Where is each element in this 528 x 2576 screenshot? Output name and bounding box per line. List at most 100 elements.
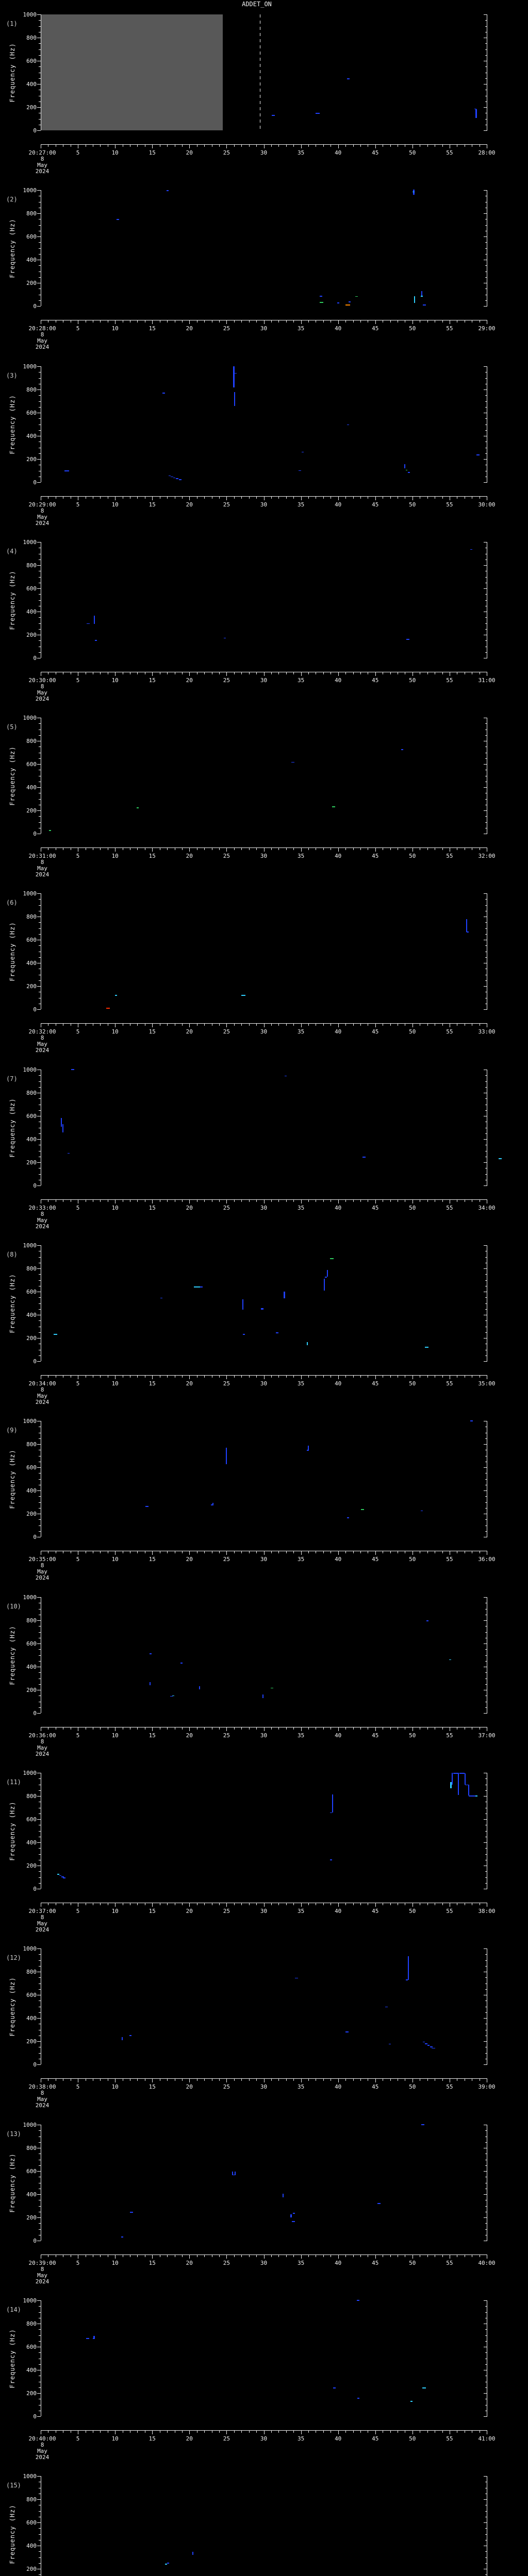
panel-index-label: (8) [6, 1251, 18, 1258]
y-tick [39, 1660, 41, 1662]
spectrogram-panel: 0 200 400 600 800 1000 5 10 15 20 25 30 35 40 45 50 55 20… [0, 176, 528, 352]
y-tick-right [485, 758, 487, 759]
x-tick [137, 2079, 138, 2081]
x-tick [204, 320, 205, 323]
x-tick [338, 2431, 339, 2434]
detection-event [457, 1773, 459, 1795]
detection-event [166, 190, 169, 191]
detection-event [425, 1346, 429, 1348]
y-tick-label: 400 [26, 784, 37, 791]
y-tick-right [484, 14, 487, 15]
detection-event [235, 2172, 236, 2175]
x-tick [353, 2255, 354, 2257]
y-tick [37, 893, 41, 894]
y-tick-right [485, 1877, 487, 1878]
x-tick [353, 1200, 354, 1202]
y-tick-label: 0 [33, 479, 37, 486]
detection-event [432, 2047, 436, 2049]
x-tick [375, 1376, 376, 1379]
x-tick [234, 1024, 235, 1026]
y-tick-label: 800 [26, 2145, 37, 2151]
y-tick [39, 1871, 41, 1872]
x-tick [241, 1903, 242, 1905]
x-axis-date-line: 2024 [35, 1574, 50, 1581]
detection-event [405, 1979, 408, 1980]
x-tick [271, 1903, 272, 1905]
x-tick [427, 1200, 428, 1202]
x-tick [152, 2431, 153, 2434]
x-tick [219, 1376, 220, 1378]
x-tick [137, 672, 138, 674]
y-tick-label: 400 [26, 1839, 37, 1846]
x-tick-label: 55 [446, 501, 453, 508]
y-axis-label: Frequency (Hz) [9, 42, 16, 103]
x-tick [241, 145, 242, 147]
y-tick [39, 577, 41, 578]
x-end-time-label: 40:00 [478, 2260, 496, 2266]
x-tick [167, 2255, 168, 2257]
x-tick-label: 25 [223, 1732, 230, 1739]
detection-event [64, 470, 69, 472]
x-tick [286, 1376, 287, 1378]
y-tick-label: 1000 [23, 715, 37, 721]
y-tick-label: 600 [26, 1640, 37, 1647]
y-tick-label: 800 [26, 1793, 37, 1800]
x-tick [353, 1903, 354, 1905]
x-tick [182, 1551, 183, 1553]
x-tick [375, 145, 376, 148]
y-tick-right [485, 1133, 487, 1134]
x-tick-label: 10 [111, 149, 119, 156]
y-tick-label: 400 [26, 81, 37, 88]
y-tick-right [485, 395, 487, 396]
detection-event [115, 994, 118, 996]
x-tick [219, 497, 220, 499]
x-tick [293, 320, 294, 323]
x-tick [137, 1727, 138, 1730]
x-tick [219, 672, 220, 674]
x-tick [234, 2255, 235, 2257]
y-tick [37, 1139, 41, 1140]
detection-event [329, 1859, 333, 1860]
x-tick-label: 35 [297, 1028, 305, 1035]
y-tick-right [485, 2130, 487, 2131]
y-tick-label: 400 [26, 1664, 37, 1670]
x-tick [241, 1200, 242, 1202]
y-tick [39, 934, 41, 935]
detection-event [282, 2194, 284, 2198]
x-tick [427, 1376, 428, 1378]
x-tick [323, 1903, 324, 1905]
x-tick [189, 2431, 190, 2434]
x-tick-label: 10 [111, 1028, 119, 1035]
y-tick-label: 400 [26, 1487, 37, 1494]
y-tick-label: 400 [26, 1312, 37, 1318]
x-tick [137, 497, 138, 499]
x-tick [263, 1903, 265, 1907]
y-tick-right [484, 366, 487, 367]
y-tick-label: 200 [26, 1511, 37, 1517]
x-tick [204, 1376, 205, 1378]
y-tick [37, 213, 41, 214]
x-axis-date-line: May [37, 162, 47, 168]
y-tick-label: 200 [26, 632, 37, 638]
x-tick-label: 55 [446, 853, 453, 859]
detection-event [357, 2398, 360, 2399]
x-tick [338, 497, 339, 500]
x-axis-date-line: 8 [40, 1211, 44, 1217]
y-tick-right [485, 922, 487, 923]
x-tick [189, 1024, 190, 1027]
x-end-time-label: 31:00 [478, 677, 496, 684]
y-tick-right [484, 542, 487, 543]
x-tick [345, 672, 346, 674]
x-tick [390, 2431, 391, 2433]
x-tick [375, 1024, 376, 1027]
y-tick [37, 1245, 41, 1246]
x-tick-label: 45 [372, 2435, 379, 2442]
x-tick-label: 50 [409, 1205, 416, 1211]
x-tick [219, 848, 220, 850]
x-axis-date-line: 2024 [35, 1399, 50, 1405]
x-tick-label: 15 [148, 2260, 156, 2266]
y-tick-label: 400 [26, 2367, 37, 2374]
y-tick-right [485, 1977, 487, 1978]
detection-event [260, 1308, 264, 1310]
x-axis-date-line: 2024 [35, 520, 50, 527]
